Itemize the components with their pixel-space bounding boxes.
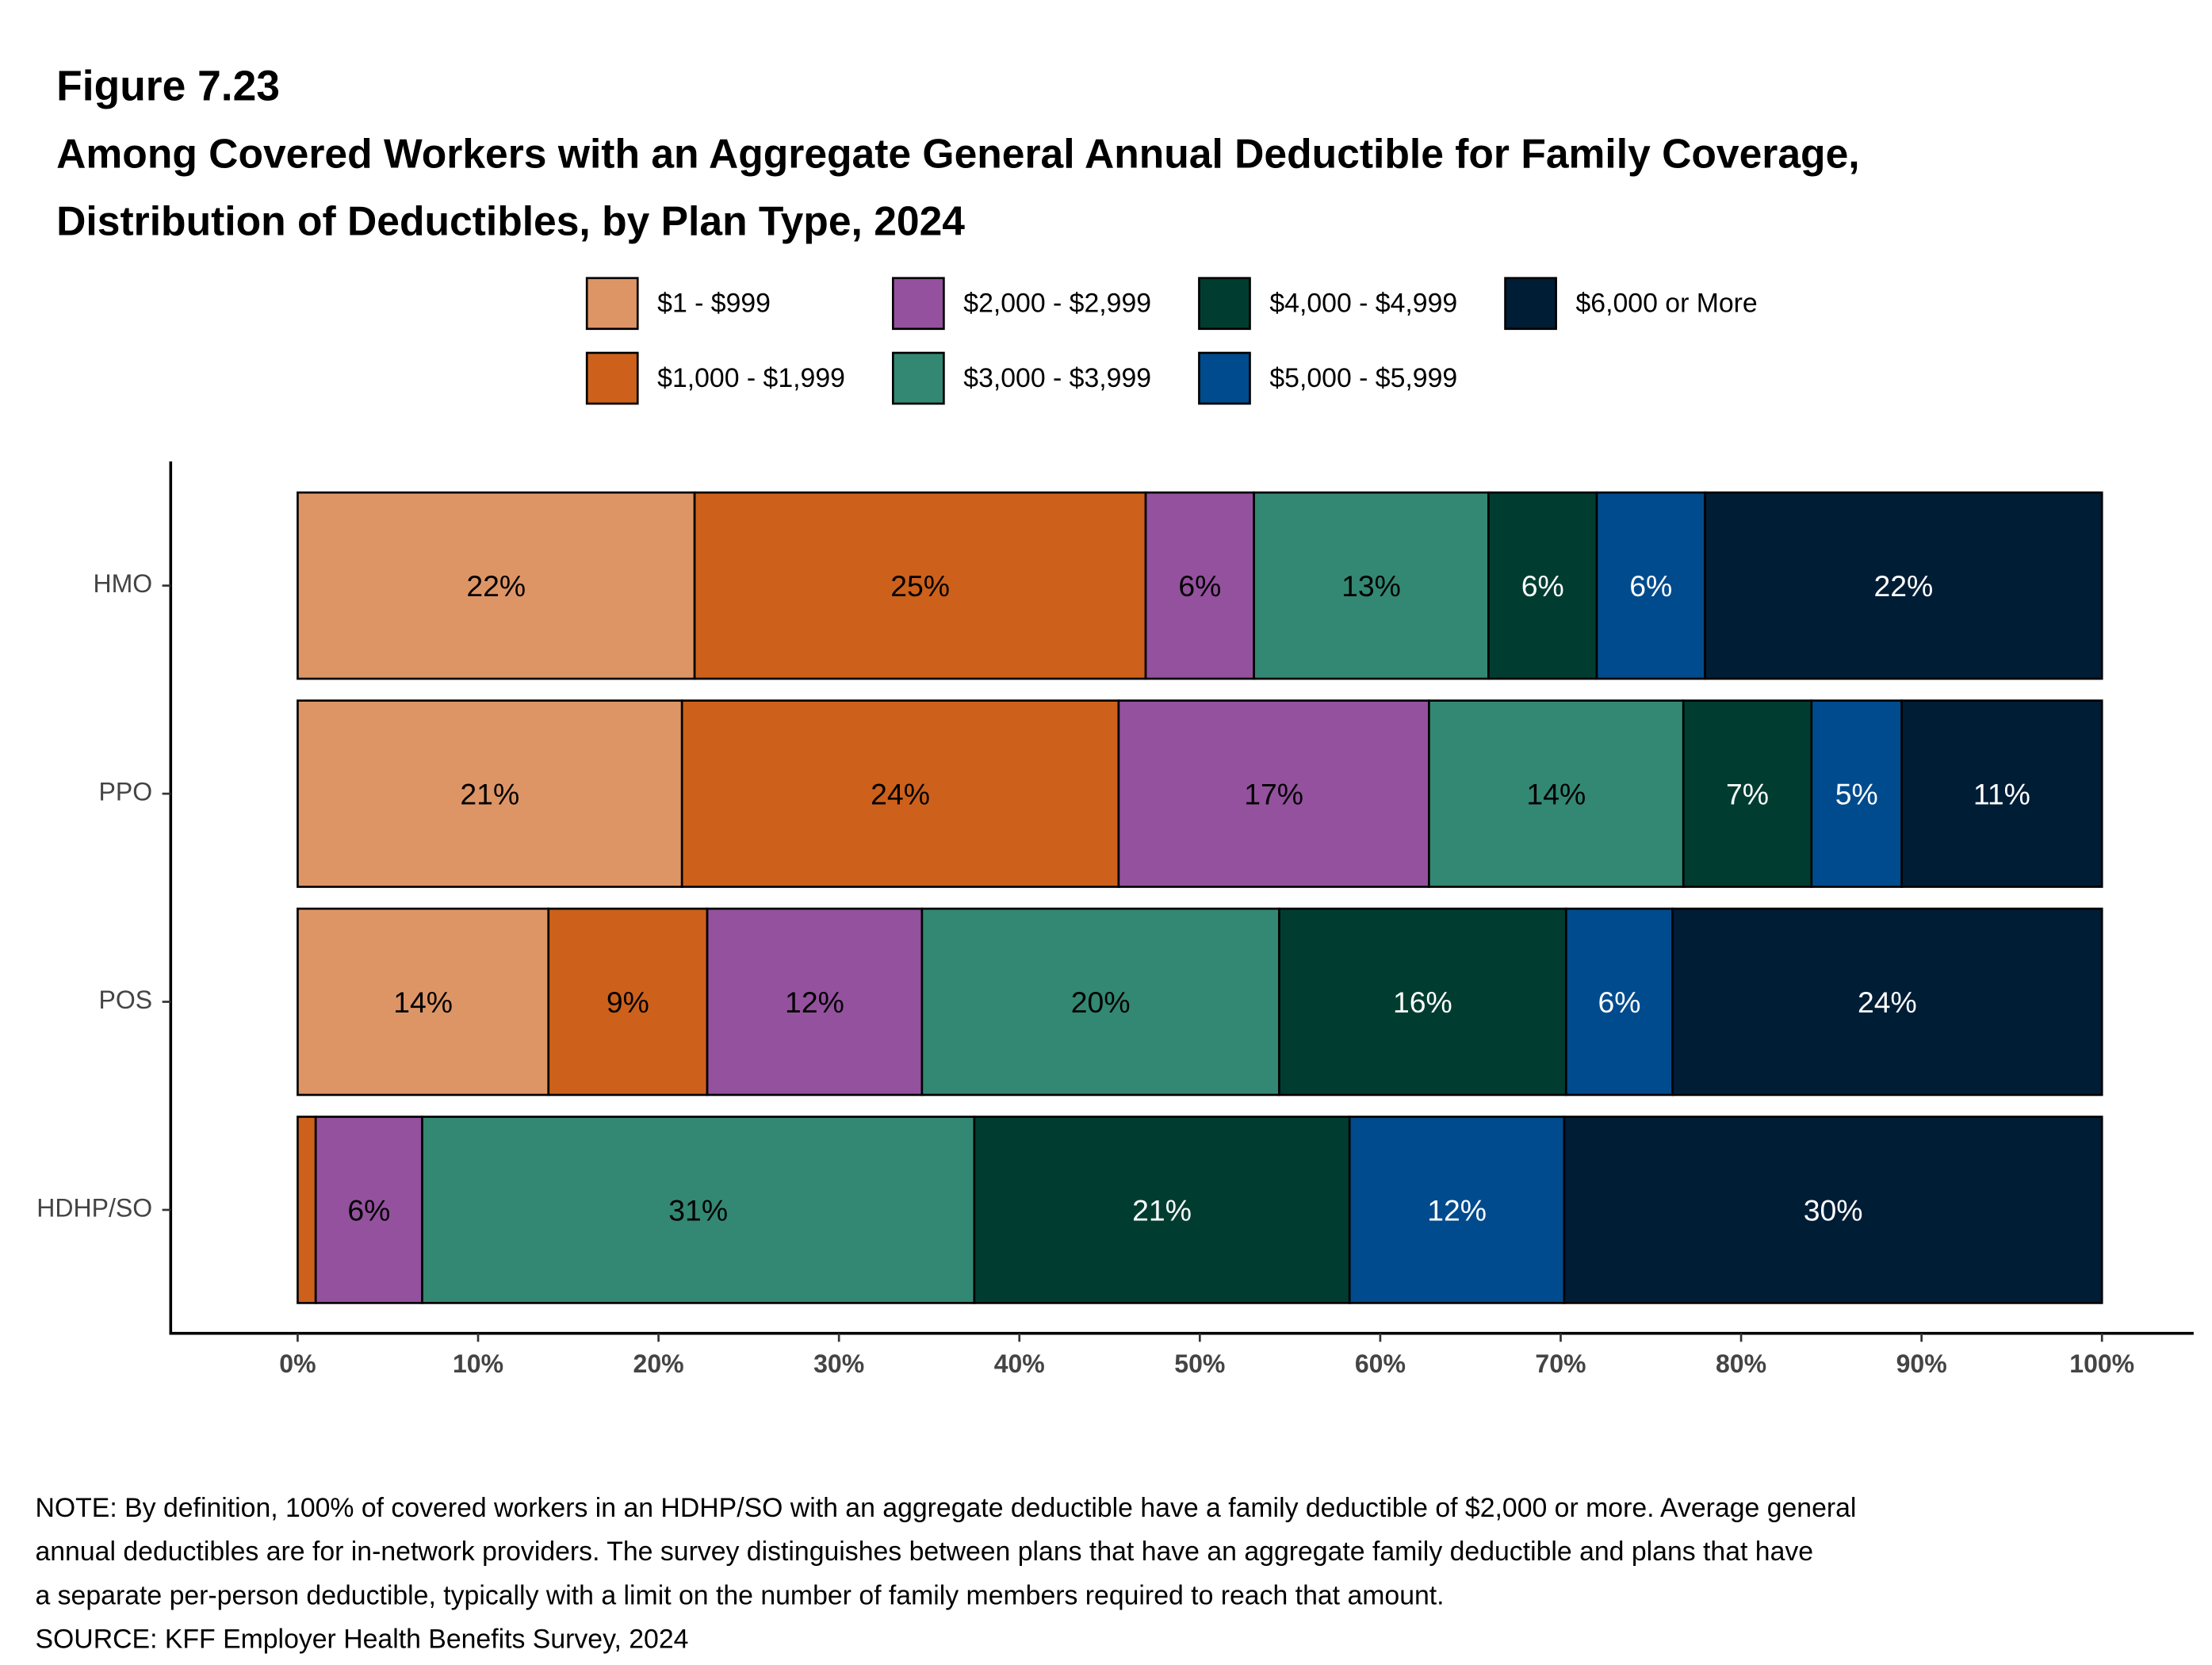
- bar-segment: [297, 907, 550, 1097]
- bar-segment: [920, 907, 1280, 1097]
- legend-label: $2,000 - $2,999: [963, 288, 1151, 318]
- data-label: 14%: [1526, 778, 1586, 811]
- bar-segment: [1900, 699, 2103, 888]
- bar-segment: [1595, 491, 1706, 680]
- data-label: 6%: [1629, 569, 1672, 603]
- data-label: 25%: [890, 569, 950, 603]
- data-label: 24%: [1858, 986, 1917, 1019]
- x-tick-label: 80%: [1716, 1349, 1766, 1378]
- data-label: 20%: [1071, 986, 1131, 1019]
- bar-segment: [1671, 907, 2103, 1097]
- y-tick-label: HDHP/SO: [36, 1193, 152, 1222]
- legend-label: $1,000 - $1,999: [657, 363, 845, 393]
- data-label: 11%: [1973, 778, 2030, 811]
- bar-segment: [297, 491, 696, 680]
- data-label: 21%: [1132, 1193, 1192, 1227]
- data-label: 6%: [1598, 986, 1640, 1019]
- bar-segment: [1810, 699, 1903, 888]
- legend-swatch: [1198, 277, 1251, 331]
- legend-label: $6,000 or More: [1576, 288, 1758, 318]
- legend-label: $5,000 - $5,999: [1269, 363, 1457, 393]
- data-label: 24%: [871, 778, 930, 811]
- bar-segment: [297, 699, 683, 888]
- data-label: 6%: [347, 1193, 390, 1227]
- note: a separate per-person deductible, typica…: [35, 1580, 1444, 1610]
- chart-title: Distribution of Deductibles, by Plan Typ…: [56, 198, 965, 244]
- data-label: 6%: [1178, 569, 1221, 603]
- bar-segment: [1563, 1116, 2103, 1304]
- bar-segment: [1144, 491, 1255, 680]
- legend-swatch: [891, 277, 945, 331]
- note: NOTE: By definition, 100% of covered wor…: [35, 1493, 1856, 1523]
- legend-swatch: [585, 277, 639, 331]
- bar-segment: [693, 491, 1147, 680]
- data-label: 7%: [1726, 778, 1769, 811]
- data-label: 16%: [1393, 986, 1452, 1019]
- legend-label: $4,000 - $4,999: [1269, 288, 1457, 318]
- data-label: 12%: [785, 986, 844, 1019]
- legend-swatch: [1198, 351, 1251, 405]
- data-label: 12%: [1427, 1193, 1487, 1227]
- data-label: 22%: [466, 569, 526, 603]
- data-label: 9%: [607, 986, 649, 1019]
- data-label: 30%: [1804, 1193, 1863, 1227]
- legend-label: $3,000 - $3,999: [963, 363, 1151, 393]
- note: SOURCE: KFF Employer Health Benefits Sur…: [35, 1624, 688, 1654]
- legend-label: $1 - $999: [657, 288, 771, 318]
- bar-segment: [314, 1116, 423, 1304]
- x-tick-label: 100%: [2069, 1349, 2134, 1378]
- bar-segment: [421, 1116, 976, 1304]
- bar-segment: [1117, 699, 1430, 888]
- x-tick-label: 0%: [279, 1349, 316, 1378]
- bar-segment: [297, 1116, 317, 1304]
- x-tick-label: 60%: [1355, 1349, 1406, 1378]
- x-tick-label: 10%: [453, 1349, 503, 1378]
- x-tick-label: 70%: [1535, 1349, 1586, 1378]
- y-tick-label: PPO: [99, 778, 153, 806]
- x-tick-label: 20%: [633, 1349, 684, 1378]
- legend-swatch: [891, 351, 945, 405]
- x-tick-label: 90%: [1896, 1349, 1947, 1378]
- legend-swatch: [585, 351, 639, 405]
- bar-segment: [1682, 699, 1813, 888]
- chart-title: Among Covered Workers with an Aggregate …: [56, 130, 1859, 176]
- note: annual deductibles are for in-network pr…: [35, 1537, 1813, 1567]
- data-label: 21%: [460, 778, 519, 811]
- bar-segment: [1704, 491, 2103, 680]
- data-label: 31%: [668, 1193, 728, 1227]
- x-tick-label: 40%: [994, 1349, 1045, 1378]
- x-tick-label: 50%: [1174, 1349, 1225, 1378]
- y-tick-label: POS: [99, 986, 153, 1014]
- legend-swatch: [1504, 277, 1557, 331]
- bar-segment: [1348, 1116, 1566, 1304]
- data-label: 22%: [1873, 569, 1933, 603]
- x-tick-label: 30%: [813, 1349, 864, 1378]
- bar-segment: [1564, 907, 1674, 1097]
- bar-segment: [1428, 699, 1685, 888]
- data-label: 13%: [1341, 569, 1401, 603]
- data-label: 14%: [393, 986, 453, 1019]
- data-label: 5%: [1835, 778, 1878, 811]
- data-label: 17%: [1244, 778, 1303, 811]
- figure-label: Figure 7.23: [56, 63, 280, 109]
- data-label: 6%: [1521, 569, 1564, 603]
- y-tick-label: HMO: [93, 569, 152, 598]
